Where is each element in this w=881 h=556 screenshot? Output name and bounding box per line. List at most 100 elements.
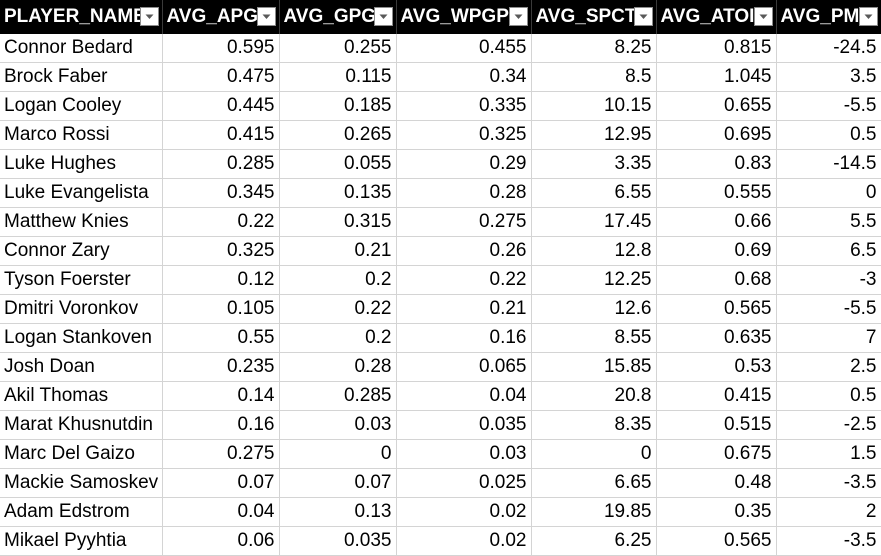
stat-cell[interactable]: 0.325 (396, 120, 532, 150)
stat-cell[interactable]: 0.48 (656, 468, 777, 498)
filter-dropdown-button[interactable] (633, 7, 653, 26)
stat-cell[interactable]: 0.04 (162, 497, 280, 527)
player-name-cell[interactable]: Connor Zary (0, 236, 163, 266)
filter-dropdown-button[interactable] (373, 7, 393, 26)
stat-cell[interactable]: 0.595 (162, 34, 280, 63)
stat-cell[interactable]: 0.055 (279, 149, 397, 179)
stat-cell[interactable]: 0.68 (656, 265, 777, 295)
stat-cell[interactable]: 0.455 (396, 34, 532, 63)
stat-cell[interactable]: 20.8 (531, 381, 657, 411)
stat-cell[interactable]: 1.045 (656, 62, 777, 92)
stat-cell[interactable]: 0.445 (162, 91, 280, 121)
stat-cell[interactable]: 12.8 (531, 236, 657, 266)
filter-dropdown-button[interactable] (139, 7, 159, 26)
player-name-cell[interactable]: Logan Cooley (0, 91, 163, 121)
stat-cell[interactable]: 0.475 (162, 62, 280, 92)
stat-cell[interactable]: 0.26 (396, 236, 532, 266)
player-name-cell[interactable]: Matthew Knies (0, 207, 163, 237)
stat-cell[interactable]: 0.555 (656, 178, 777, 208)
player-name-cell[interactable]: Marco Rossi (0, 120, 163, 150)
stat-cell[interactable]: 12.25 (531, 265, 657, 295)
column-header[interactable]: AVG_WPGP (396, 0, 532, 34)
stat-cell[interactable]: 19.85 (531, 497, 657, 527)
stat-cell[interactable]: 0.22 (279, 294, 397, 324)
stat-cell[interactable]: -3 (776, 265, 881, 295)
stat-cell[interactable]: 0.83 (656, 149, 777, 179)
stat-cell[interactable]: 0.02 (396, 526, 532, 556)
stat-cell[interactable]: 0.16 (396, 323, 532, 353)
column-header[interactable]: AVG_APG (162, 0, 280, 34)
stat-cell[interactable]: 0 (776, 178, 881, 208)
stat-cell[interactable]: 10.15 (531, 91, 657, 121)
stat-cell[interactable]: 0.515 (656, 410, 777, 440)
stat-cell[interactable]: -2.5 (776, 410, 881, 440)
column-header[interactable]: AVG_GPG (279, 0, 397, 34)
stat-cell[interactable]: 0.66 (656, 207, 777, 237)
stat-cell[interactable]: 0.065 (396, 352, 532, 382)
stat-cell[interactable]: 0.135 (279, 178, 397, 208)
stat-cell[interactable]: 0.2 (279, 265, 397, 295)
filter-dropdown-button[interactable] (256, 7, 276, 26)
player-name-cell[interactable]: Logan Stankoven (0, 323, 163, 353)
stat-cell[interactable]: -3.5 (776, 468, 881, 498)
stat-cell[interactable]: 8.35 (531, 410, 657, 440)
stat-cell[interactable]: 8.55 (531, 323, 657, 353)
stat-cell[interactable]: 0.275 (162, 439, 280, 469)
stat-cell[interactable]: 0.22 (396, 265, 532, 295)
stat-cell[interactable]: 0.07 (162, 468, 280, 498)
stat-cell[interactable]: 0.415 (162, 120, 280, 150)
stat-cell[interactable]: 0.2 (279, 323, 397, 353)
stat-cell[interactable]: 2.5 (776, 352, 881, 382)
stat-cell[interactable]: 3.5 (776, 62, 881, 92)
stat-cell[interactable]: 0.35 (656, 497, 777, 527)
stat-cell[interactable]: 1.5 (776, 439, 881, 469)
stat-cell[interactable]: 7 (776, 323, 881, 353)
stat-cell[interactable]: 12.6 (531, 294, 657, 324)
stat-cell[interactable]: 0.815 (656, 34, 777, 63)
filter-dropdown-button[interactable] (753, 7, 773, 26)
player-name-cell[interactable]: Luke Hughes (0, 149, 163, 179)
stat-cell[interactable]: 0.28 (396, 178, 532, 208)
stat-cell[interactable]: 0.315 (279, 207, 397, 237)
player-name-cell[interactable]: Josh Doan (0, 352, 163, 382)
stat-cell[interactable]: -14.5 (776, 149, 881, 179)
stat-cell[interactable]: 0 (279, 439, 397, 469)
stat-cell[interactable]: 0.635 (656, 323, 777, 353)
stat-cell[interactable]: 0.03 (396, 439, 532, 469)
stat-cell[interactable]: 0.695 (656, 120, 777, 150)
stat-cell[interactable]: 0.04 (396, 381, 532, 411)
stat-cell[interactable]: 0.53 (656, 352, 777, 382)
stat-cell[interactable]: 3.35 (531, 149, 657, 179)
stat-cell[interactable]: 0.105 (162, 294, 280, 324)
player-name-cell[interactable]: Mackie Samoskev (0, 468, 163, 498)
column-header[interactable]: PLAYER_NAME (0, 0, 163, 34)
stat-cell[interactable]: 0.025 (396, 468, 532, 498)
stat-cell[interactable]: 0.14 (162, 381, 280, 411)
stat-cell[interactable]: 0.185 (279, 91, 397, 121)
stat-cell[interactable]: 0.325 (162, 236, 280, 266)
stat-cell[interactable]: 0.275 (396, 207, 532, 237)
stat-cell[interactable]: -3.5 (776, 526, 881, 556)
stat-cell[interactable]: 12.95 (531, 120, 657, 150)
player-name-cell[interactable]: Mikael Pyyhtia (0, 526, 163, 556)
stat-cell[interactable]: -24.5 (776, 34, 881, 63)
stat-cell[interactable]: 0 (531, 439, 657, 469)
player-name-cell[interactable]: Akil Thomas (0, 381, 163, 411)
player-name-cell[interactable]: Tyson Foerster (0, 265, 163, 295)
stat-cell[interactable]: 8.25 (531, 34, 657, 63)
stat-cell[interactable]: 0.675 (656, 439, 777, 469)
stat-cell[interactable]: 15.85 (531, 352, 657, 382)
stat-cell[interactable]: 0.655 (656, 91, 777, 121)
stat-cell[interactable]: 6.5 (776, 236, 881, 266)
column-header[interactable]: AVG_ATOI (656, 0, 777, 34)
player-name-cell[interactable]: Marat Khusnutdin (0, 410, 163, 440)
stat-cell[interactable]: -5.5 (776, 294, 881, 324)
column-header[interactable]: AVG_PM (776, 0, 881, 34)
stat-cell[interactable]: 5.5 (776, 207, 881, 237)
player-name-cell[interactable]: Luke Evangelista (0, 178, 163, 208)
stat-cell[interactable]: 0.035 (279, 526, 397, 556)
stat-cell[interactable]: 0.29 (396, 149, 532, 179)
stat-cell[interactable]: 0.235 (162, 352, 280, 382)
stat-cell[interactable]: 0.265 (279, 120, 397, 150)
stat-cell[interactable]: 0.21 (396, 294, 532, 324)
